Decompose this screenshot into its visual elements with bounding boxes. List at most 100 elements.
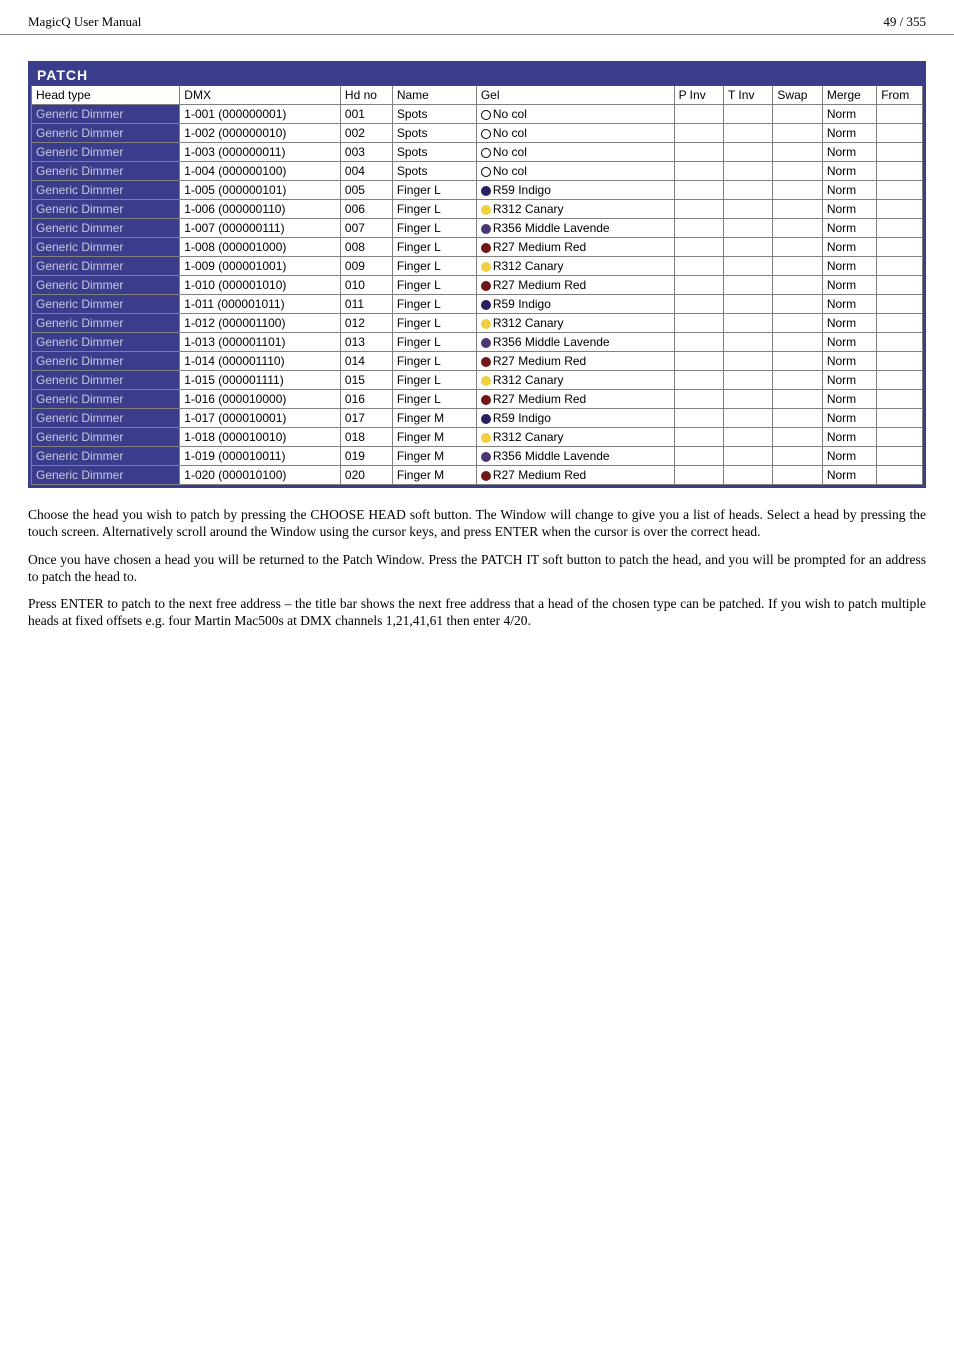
cell-from[interactable] xyxy=(877,466,923,485)
cell-from[interactable] xyxy=(877,333,923,352)
cell-swap[interactable] xyxy=(773,295,822,314)
cell-tinv[interactable] xyxy=(723,447,772,466)
table-row[interactable]: Generic Dimmer1-015 (000001111)015Finger… xyxy=(32,371,923,390)
cell-swap[interactable] xyxy=(773,181,822,200)
cell-gel[interactable]: R312 Canary xyxy=(476,200,674,219)
cell-head-type[interactable]: Generic Dimmer xyxy=(32,143,180,162)
table-row[interactable]: Generic Dimmer1-002 (000000010)002SpotsN… xyxy=(32,124,923,143)
cell-dmx[interactable]: 1-010 (000001010) xyxy=(180,276,341,295)
cell-swap[interactable] xyxy=(773,105,822,124)
cell-name[interactable]: Finger L xyxy=(392,219,476,238)
cell-from[interactable] xyxy=(877,105,923,124)
cell-tinv[interactable] xyxy=(723,428,772,447)
cell-merge[interactable]: Norm xyxy=(822,124,876,143)
cell-tinv[interactable] xyxy=(723,143,772,162)
cell-dmx[interactable]: 1-006 (000000110) xyxy=(180,200,341,219)
cell-from[interactable] xyxy=(877,181,923,200)
cell-gel[interactable]: R59 Indigo xyxy=(476,409,674,428)
cell-from[interactable] xyxy=(877,257,923,276)
cell-head-type[interactable]: Generic Dimmer xyxy=(32,409,180,428)
table-row[interactable]: Generic Dimmer1-012 (000001100)012Finger… xyxy=(32,314,923,333)
cell-hdno[interactable]: 009 xyxy=(340,257,392,276)
cell-name[interactable]: Spots xyxy=(392,162,476,181)
table-row[interactable]: Generic Dimmer1-007 (000000111)007Finger… xyxy=(32,219,923,238)
cell-name[interactable]: Finger M xyxy=(392,409,476,428)
cell-swap[interactable] xyxy=(773,409,822,428)
col-hdno[interactable]: Hd no xyxy=(340,86,392,105)
table-row[interactable]: Generic Dimmer1-008 (000001000)008Finger… xyxy=(32,238,923,257)
cell-pinv[interactable] xyxy=(674,200,723,219)
cell-swap[interactable] xyxy=(773,333,822,352)
cell-merge[interactable]: Norm xyxy=(822,371,876,390)
cell-name[interactable]: Finger M xyxy=(392,466,476,485)
cell-hdno[interactable]: 001 xyxy=(340,105,392,124)
cell-merge[interactable]: Norm xyxy=(822,105,876,124)
cell-dmx[interactable]: 1-020 (000010100) xyxy=(180,466,341,485)
cell-pinv[interactable] xyxy=(674,238,723,257)
cell-name[interactable]: Finger L xyxy=(392,352,476,371)
cell-pinv[interactable] xyxy=(674,447,723,466)
table-row[interactable]: Generic Dimmer1-016 (000010000)016Finger… xyxy=(32,390,923,409)
cell-pinv[interactable] xyxy=(674,314,723,333)
table-row[interactable]: Generic Dimmer1-004 (000000100)004SpotsN… xyxy=(32,162,923,181)
cell-tinv[interactable] xyxy=(723,257,772,276)
cell-dmx[interactable]: 1-004 (000000100) xyxy=(180,162,341,181)
cell-pinv[interactable] xyxy=(674,390,723,409)
cell-gel[interactable]: R27 Medium Red xyxy=(476,276,674,295)
cell-from[interactable] xyxy=(877,162,923,181)
cell-pinv[interactable] xyxy=(674,371,723,390)
col-merge[interactable]: Merge xyxy=(822,86,876,105)
cell-dmx[interactable]: 1-003 (000000011) xyxy=(180,143,341,162)
cell-head-type[interactable]: Generic Dimmer xyxy=(32,276,180,295)
cell-from[interactable] xyxy=(877,314,923,333)
cell-tinv[interactable] xyxy=(723,200,772,219)
cell-swap[interactable] xyxy=(773,371,822,390)
col-name[interactable]: Name xyxy=(392,86,476,105)
table-row[interactable]: Generic Dimmer1-001 (000000001)001SpotsN… xyxy=(32,105,923,124)
col-from[interactable]: From xyxy=(877,86,923,105)
cell-swap[interactable] xyxy=(773,124,822,143)
cell-head-type[interactable]: Generic Dimmer xyxy=(32,466,180,485)
cell-swap[interactable] xyxy=(773,276,822,295)
cell-dmx[interactable]: 1-008 (000001000) xyxy=(180,238,341,257)
cell-gel[interactable]: No col xyxy=(476,143,674,162)
cell-hdno[interactable]: 014 xyxy=(340,352,392,371)
cell-swap[interactable] xyxy=(773,219,822,238)
cell-merge[interactable]: Norm xyxy=(822,428,876,447)
cell-head-type[interactable]: Generic Dimmer xyxy=(32,390,180,409)
cell-swap[interactable] xyxy=(773,428,822,447)
table-row[interactable]: Generic Dimmer1-017 (000010001)017Finger… xyxy=(32,409,923,428)
cell-hdno[interactable]: 018 xyxy=(340,428,392,447)
cell-merge[interactable]: Norm xyxy=(822,143,876,162)
cell-hdno[interactable]: 011 xyxy=(340,295,392,314)
cell-merge[interactable]: Norm xyxy=(822,162,876,181)
cell-name[interactable]: Spots xyxy=(392,143,476,162)
cell-dmx[interactable]: 1-005 (000000101) xyxy=(180,181,341,200)
cell-hdno[interactable]: 004 xyxy=(340,162,392,181)
table-row[interactable]: Generic Dimmer1-014 (000001110)014Finger… xyxy=(32,352,923,371)
cell-hdno[interactable]: 007 xyxy=(340,219,392,238)
table-row[interactable]: Generic Dimmer1-013 (000001101)013Finger… xyxy=(32,333,923,352)
cell-dmx[interactable]: 1-014 (000001110) xyxy=(180,352,341,371)
cell-tinv[interactable] xyxy=(723,124,772,143)
cell-from[interactable] xyxy=(877,200,923,219)
cell-from[interactable] xyxy=(877,371,923,390)
cell-merge[interactable]: Norm xyxy=(822,390,876,409)
cell-pinv[interactable] xyxy=(674,105,723,124)
cell-name[interactable]: Finger L xyxy=(392,314,476,333)
cell-dmx[interactable]: 1-018 (000010010) xyxy=(180,428,341,447)
col-gel[interactable]: Gel xyxy=(476,86,674,105)
cell-gel[interactable]: R27 Medium Red xyxy=(476,238,674,257)
cell-merge[interactable]: Norm xyxy=(822,181,876,200)
cell-gel[interactable]: R27 Medium Red xyxy=(476,466,674,485)
cell-swap[interactable] xyxy=(773,314,822,333)
cell-name[interactable]: Finger L xyxy=(392,257,476,276)
cell-head-type[interactable]: Generic Dimmer xyxy=(32,314,180,333)
cell-pinv[interactable] xyxy=(674,276,723,295)
cell-head-type[interactable]: Generic Dimmer xyxy=(32,219,180,238)
cell-pinv[interactable] xyxy=(674,162,723,181)
cell-tinv[interactable] xyxy=(723,219,772,238)
cell-dmx[interactable]: 1-019 (000010011) xyxy=(180,447,341,466)
cell-name[interactable]: Finger L xyxy=(392,295,476,314)
cell-tinv[interactable] xyxy=(723,371,772,390)
